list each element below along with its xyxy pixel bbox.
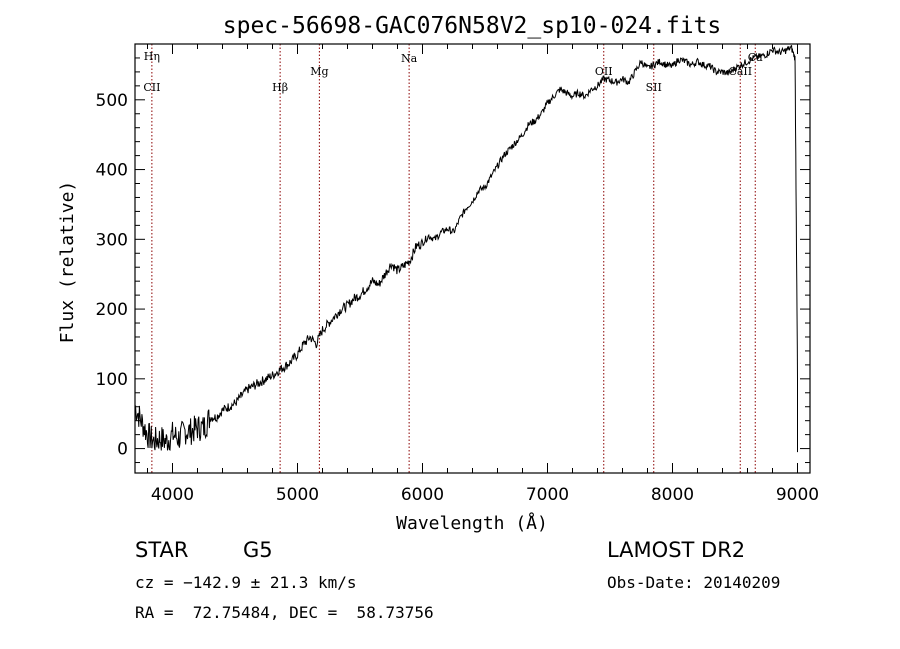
observation-date: Obs-Date: 20140209 (607, 573, 781, 592)
object-type: STAR (135, 538, 189, 562)
x-tick-label: 4000 (151, 485, 194, 505)
spectral-line-label: Mg (310, 65, 328, 78)
spectral-subclass: G5 (243, 538, 273, 562)
spectral-line-markers (151, 44, 756, 473)
spectral-line-label: OII (595, 65, 613, 78)
x-tick-label: 9000 (776, 485, 819, 505)
axis-ticks: 4000 5000 6000 7000 8000 9000 0 100 200 300 400 500 (96, 43, 819, 505)
y-tick-label: 300 (96, 230, 128, 250)
x-axis-label: Wavelength (Å) (396, 512, 548, 534)
spectrum-series-line (134, 45, 798, 453)
x-tick-label: 6000 (401, 485, 444, 505)
spectral-line-label: SII (646, 81, 662, 94)
spectral-line-label: CII (143, 81, 160, 94)
y-tick-label: 100 (96, 370, 128, 390)
chart-title: spec-56698-GAC076N58V2_sp10-024.fits (223, 13, 722, 39)
x-tick-label: 8000 (651, 485, 694, 505)
y-tick-label: 0 (117, 440, 128, 460)
cz-velocity: cz = −142.9 ± 21.3 km/s (135, 573, 357, 592)
y-tick-label: 200 (96, 300, 128, 320)
y-tick-label: 500 (96, 91, 128, 111)
spectral-line-label: Hη (144, 50, 160, 63)
y-axis-label: Flux (relative) (57, 181, 78, 344)
ra-dec-coordinates: RA = 72.75484, DEC = 58.73756 (135, 603, 434, 622)
survey-name: LAMOST DR2 (607, 538, 746, 562)
spectral-line-label: Na (401, 52, 418, 65)
x-tick-label: 7000 (526, 485, 569, 505)
y-tick-label: 400 (96, 161, 128, 181)
plot-frame (134, 43, 811, 474)
spectral-line-label: Hβ (272, 81, 288, 94)
x-tick-label: 5000 (276, 485, 319, 505)
